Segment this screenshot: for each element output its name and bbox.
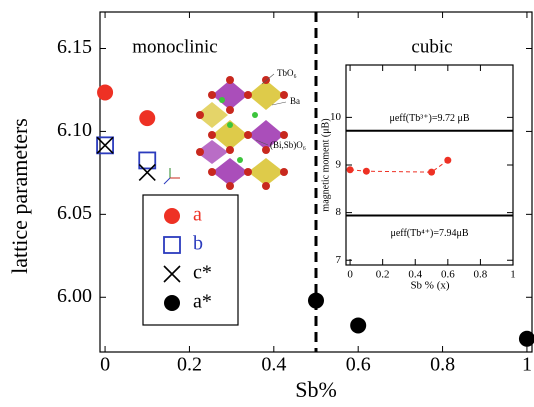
legend-marker bbox=[164, 295, 180, 311]
y-tick-label: 9 bbox=[336, 159, 342, 171]
y-tick-label: 6.00 bbox=[57, 285, 92, 307]
annotation: monoclinic bbox=[132, 36, 217, 57]
reference-label: μeff(Tb³⁺)=9.72 μB bbox=[390, 113, 470, 124]
y-tick-label: 6.10 bbox=[57, 119, 92, 141]
marker bbox=[308, 293, 324, 309]
y-tick-label: 6.05 bbox=[57, 202, 92, 224]
inset-y-axis-label: magnetic moment (μB) bbox=[320, 118, 331, 211]
inset-x-axis-label: Sb % (x) bbox=[410, 280, 449, 292]
x-tick-label: 1 bbox=[522, 354, 532, 376]
marker bbox=[350, 317, 366, 333]
point bbox=[444, 157, 451, 164]
y-tick-label: 6.15 bbox=[57, 36, 92, 58]
y-tick-label: 7 bbox=[336, 254, 342, 266]
legend-label: b bbox=[193, 233, 203, 255]
legend-label: c* bbox=[193, 262, 212, 284]
legend-box bbox=[143, 195, 238, 325]
marker bbox=[97, 84, 113, 100]
marker bbox=[519, 331, 534, 347]
x-tick-label: 0.4 bbox=[261, 354, 286, 376]
structure-label: TbO₆ bbox=[277, 68, 297, 78]
x-tick-label: 0.2 bbox=[376, 269, 390, 281]
crystal-structure bbox=[164, 74, 288, 190]
x-tick-label: 0.2 bbox=[177, 354, 202, 376]
point bbox=[347, 166, 354, 173]
y-tick-label: 10 bbox=[330, 111, 342, 123]
legend-marker bbox=[164, 208, 180, 224]
x-tick-label: 0.6 bbox=[346, 354, 371, 376]
chart: TbO₆ Ba (Bi,Sb)O₆ monoclinic cubic Sb% l… bbox=[0, 0, 534, 402]
x-tick-label: 0 bbox=[100, 354, 110, 376]
x-tick-label: 0 bbox=[347, 269, 353, 281]
legend-label: a* bbox=[193, 291, 212, 313]
point bbox=[428, 169, 435, 176]
x-tick-label: 1 bbox=[510, 269, 516, 281]
reference-label: μeff(Tb⁴⁺)=7.94μB bbox=[391, 228, 469, 239]
y-tick-label: 8 bbox=[336, 206, 342, 218]
legend-label: a bbox=[193, 204, 202, 226]
x-axis-label: Sb% bbox=[295, 377, 337, 402]
x-tick-label: 0.8 bbox=[474, 269, 488, 281]
point bbox=[363, 168, 370, 175]
annotation: cubic bbox=[411, 36, 452, 57]
marker bbox=[139, 164, 155, 180]
y-axis-label: lattice parameters bbox=[7, 118, 32, 274]
x-tick-label: 0.8 bbox=[430, 354, 455, 376]
marker bbox=[139, 110, 155, 126]
structure-label: Ba bbox=[290, 96, 300, 106]
structure-label: (Bi,Sb)O₆ bbox=[270, 140, 306, 150]
